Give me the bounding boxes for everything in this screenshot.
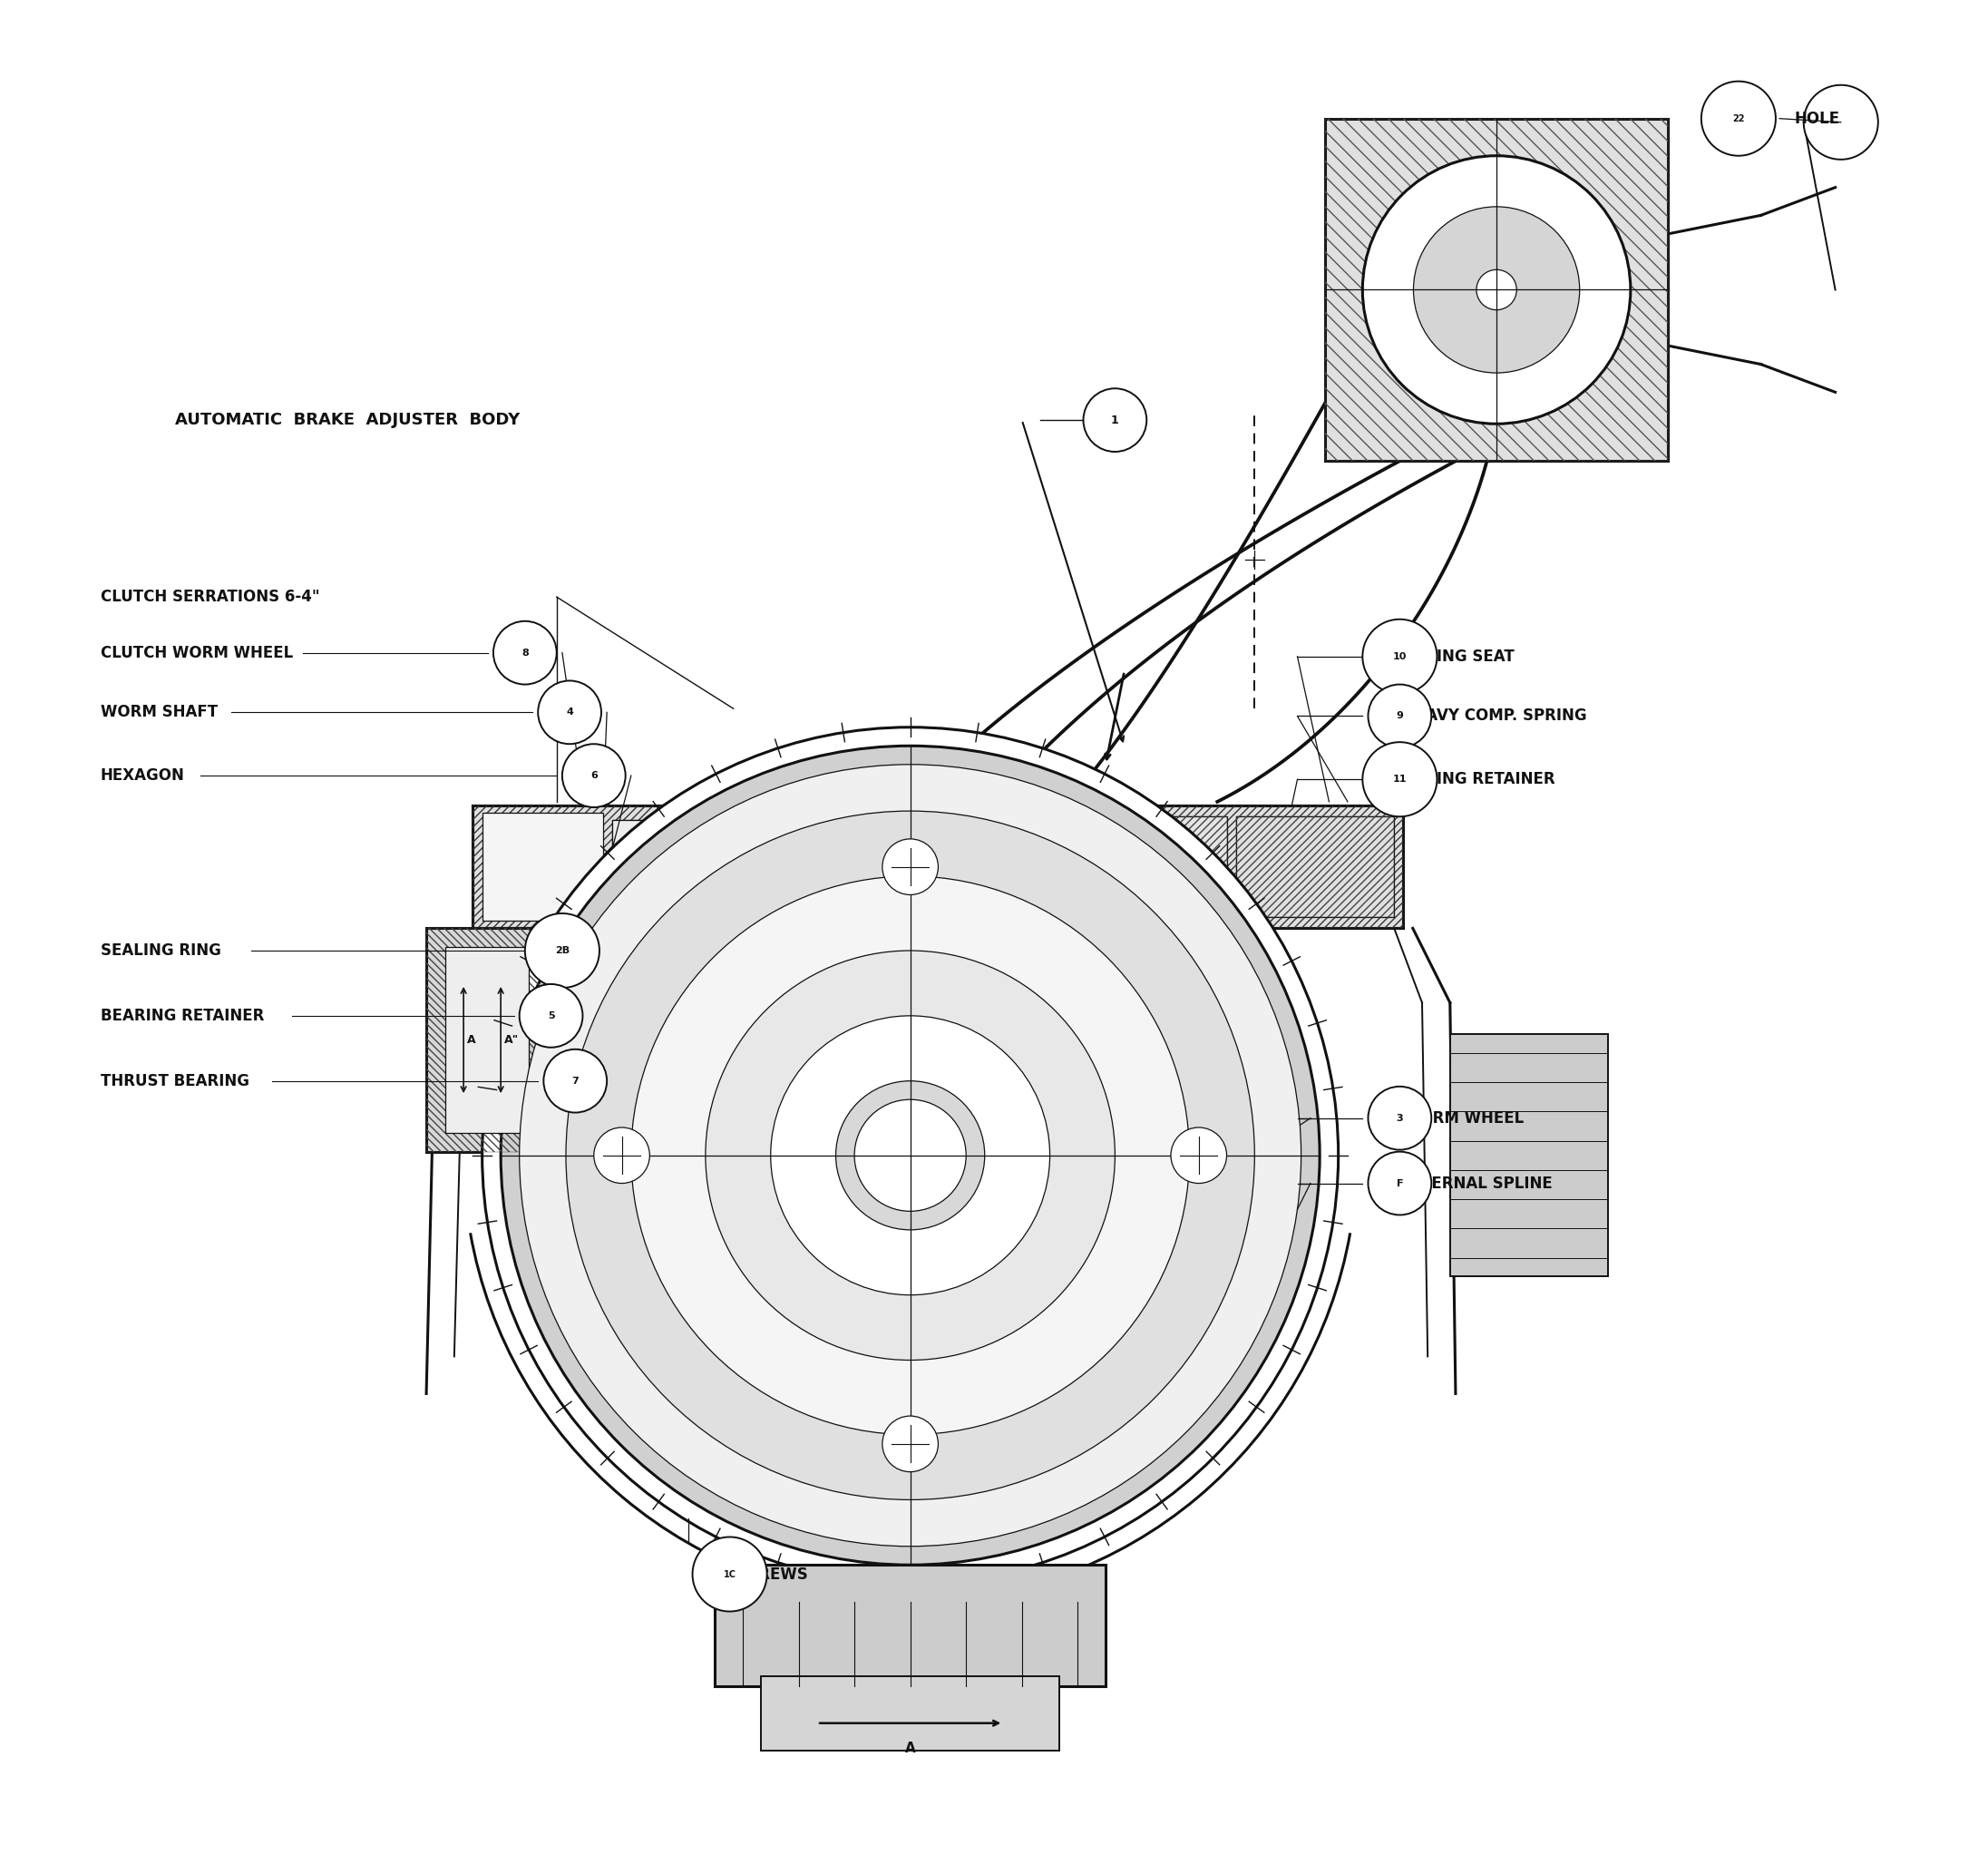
Circle shape <box>567 811 1254 1501</box>
Text: SPRING SEAT: SPRING SEAT <box>1404 649 1515 665</box>
Text: 1C: 1C <box>724 1569 736 1579</box>
Bar <box>744 816 1004 917</box>
Bar <box>1449 1035 1608 1277</box>
Circle shape <box>519 984 582 1048</box>
Circle shape <box>1702 82 1775 157</box>
Circle shape <box>1803 86 1879 160</box>
Circle shape <box>525 913 600 988</box>
Text: SEALING RING: SEALING RING <box>101 943 221 958</box>
Bar <box>445 947 529 1133</box>
Text: 6: 6 <box>590 772 598 781</box>
Bar <box>612 820 724 913</box>
Text: 1: 1 <box>1111 414 1119 427</box>
Bar <box>1237 816 1394 917</box>
Circle shape <box>1368 1152 1431 1215</box>
Circle shape <box>1362 742 1437 816</box>
Bar <box>1022 816 1227 917</box>
Circle shape <box>1171 1128 1227 1184</box>
Text: 3: 3 <box>1396 1113 1404 1122</box>
Circle shape <box>855 1100 966 1212</box>
Text: 8: 8 <box>521 649 529 658</box>
Circle shape <box>883 839 938 895</box>
Circle shape <box>543 1049 606 1113</box>
Bar <box>425 928 547 1152</box>
Circle shape <box>1083 388 1147 451</box>
Circle shape <box>1368 684 1431 747</box>
Circle shape <box>501 746 1320 1566</box>
Bar <box>473 805 1404 928</box>
Text: CLUTCH SERRATIONS 6-4": CLUTCH SERRATIONS 6-4" <box>101 589 320 606</box>
Circle shape <box>1477 270 1517 309</box>
Bar <box>1022 816 1227 917</box>
Text: F: F <box>1396 1178 1404 1187</box>
Circle shape <box>692 1538 767 1612</box>
Text: BEARING RETAINER: BEARING RETAINER <box>101 1008 264 1023</box>
Bar <box>716 1566 1105 1685</box>
Text: A": A" <box>505 1035 519 1046</box>
Text: A: A <box>467 1035 475 1046</box>
Text: 22: 22 <box>1732 114 1745 123</box>
Bar <box>473 805 1404 928</box>
Text: 4: 4 <box>567 708 573 718</box>
Text: WORM WHEEL: WORM WHEEL <box>1404 1109 1525 1126</box>
Circle shape <box>1362 157 1630 423</box>
Text: HEXAGON: HEXAGON <box>101 768 185 783</box>
Bar <box>744 816 1004 917</box>
Circle shape <box>563 744 626 807</box>
Circle shape <box>706 951 1115 1361</box>
Text: SPRING RETAINER: SPRING RETAINER <box>1404 772 1555 787</box>
Text: INTERNAL SPLINE: INTERNAL SPLINE <box>1404 1174 1553 1191</box>
Bar <box>425 928 547 1152</box>
Bar <box>483 813 602 921</box>
Circle shape <box>1368 1087 1431 1150</box>
Circle shape <box>483 727 1338 1584</box>
Text: HEAVY COMP. SPRING: HEAVY COMP. SPRING <box>1404 708 1586 725</box>
Circle shape <box>630 876 1189 1435</box>
Text: 2B: 2B <box>555 947 569 954</box>
Text: 9: 9 <box>1396 712 1404 721</box>
Text: HOLE: HOLE <box>1795 110 1839 127</box>
Bar <box>1326 119 1668 460</box>
Circle shape <box>771 1016 1050 1295</box>
Text: AUTOMATIC  BRAKE  ADJUSTER  BODY: AUTOMATIC BRAKE ADJUSTER BODY <box>175 412 521 429</box>
Circle shape <box>493 621 557 684</box>
Bar <box>761 1676 1060 1750</box>
Circle shape <box>835 1081 984 1230</box>
Circle shape <box>1413 207 1580 373</box>
Circle shape <box>594 1128 650 1184</box>
Circle shape <box>883 1417 938 1473</box>
Text: 5: 5 <box>547 1012 555 1020</box>
Bar <box>1237 816 1394 917</box>
Circle shape <box>519 764 1300 1547</box>
Circle shape <box>1362 619 1437 693</box>
Text: 11: 11 <box>1394 775 1408 785</box>
Circle shape <box>539 680 600 744</box>
Bar <box>1326 119 1668 460</box>
Text: 7: 7 <box>573 1076 579 1085</box>
Bar <box>612 820 658 913</box>
Text: THRUST BEARING: THRUST BEARING <box>101 1074 248 1089</box>
Text: CLUTCH WORM WHEEL: CLUTCH WORM WHEEL <box>101 645 292 662</box>
Text: 10: 10 <box>1394 652 1408 662</box>
Text: SCREWS: SCREWS <box>738 1566 809 1583</box>
Text: WORM SHAFT: WORM SHAFT <box>101 705 219 721</box>
Text: A: A <box>905 1741 916 1756</box>
